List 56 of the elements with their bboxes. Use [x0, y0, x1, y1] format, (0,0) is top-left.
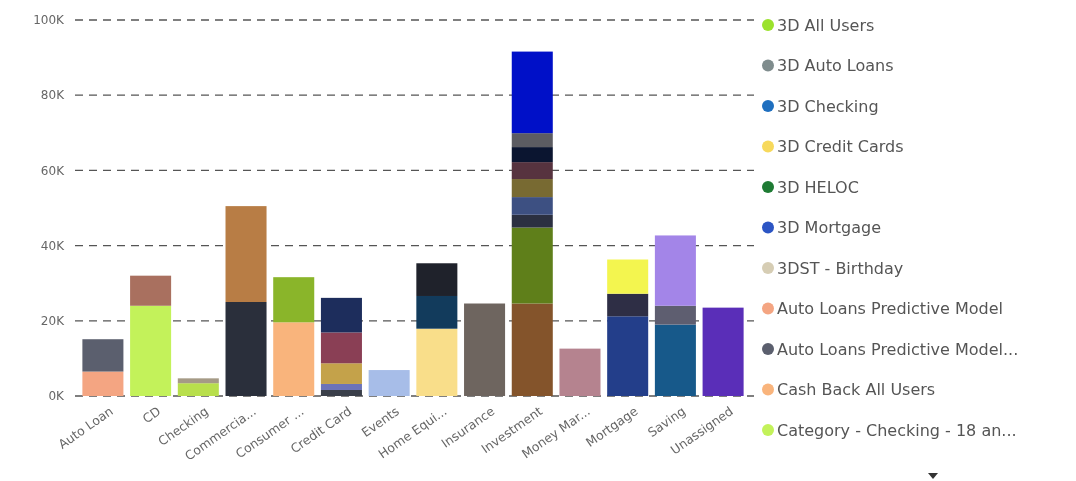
y-tick-label: 20K — [40, 314, 66, 328]
bar — [511, 303, 553, 396]
bar — [416, 295, 458, 329]
bar — [464, 303, 506, 396]
legend-label: 3D Credit Cards — [777, 137, 904, 157]
bar — [511, 197, 553, 215]
bar — [416, 263, 458, 296]
bar — [607, 316, 649, 396]
y-tick-label: 100K — [33, 13, 66, 28]
bar — [130, 305, 172, 396]
bar — [225, 206, 267, 302]
bar — [177, 383, 219, 396]
bar — [82, 371, 124, 396]
legend-label: Cash Back All Users — [777, 380, 936, 400]
bar — [320, 297, 362, 333]
bar — [511, 133, 553, 148]
bar — [416, 328, 458, 396]
bar — [654, 324, 696, 396]
legend-label: 3D HELOC — [777, 177, 859, 197]
bar — [320, 363, 362, 384]
y-tick-label: 0K — [48, 389, 66, 404]
x-tick-label: CD — [139, 403, 164, 427]
legend-label: 3D Auto Loans — [777, 56, 894, 76]
bar — [320, 332, 362, 364]
legend-label: 3D Checking — [777, 96, 879, 116]
legend-label: 3DST - Birthday — [777, 258, 904, 278]
bar — [225, 302, 267, 396]
bar — [511, 162, 553, 180]
bar — [320, 389, 362, 396]
bar — [511, 214, 553, 228]
bar — [559, 348, 601, 396]
y-tick-label: 40K — [40, 238, 66, 253]
bar — [511, 227, 553, 304]
bar — [368, 370, 410, 396]
bar — [511, 147, 553, 163]
legend-label: 3D All Users — [777, 15, 875, 35]
bar — [130, 275, 172, 306]
y-tick-label: 80K — [40, 88, 66, 103]
legend-label: Auto Loans Predictive Model — [777, 299, 1004, 319]
bar — [273, 322, 315, 396]
bar — [654, 305, 696, 325]
bar — [607, 293, 649, 317]
bar — [702, 307, 744, 396]
legend-label: 3D Mortgage — [777, 218, 881, 238]
bar — [177, 378, 219, 384]
bar — [273, 277, 315, 323]
y-tick-label: 60K — [40, 163, 66, 178]
bar — [511, 51, 553, 134]
x-tick-label: Auto Loan — [55, 403, 116, 452]
bar — [82, 339, 124, 372]
bar — [320, 383, 362, 390]
legend-label: Category - Checking - 18 an... — [777, 420, 1017, 440]
bar — [654, 235, 696, 306]
legend-label: Auto Loans Predictive Model... — [777, 339, 1019, 359]
bar — [511, 179, 553, 198]
bar — [607, 259, 649, 294]
